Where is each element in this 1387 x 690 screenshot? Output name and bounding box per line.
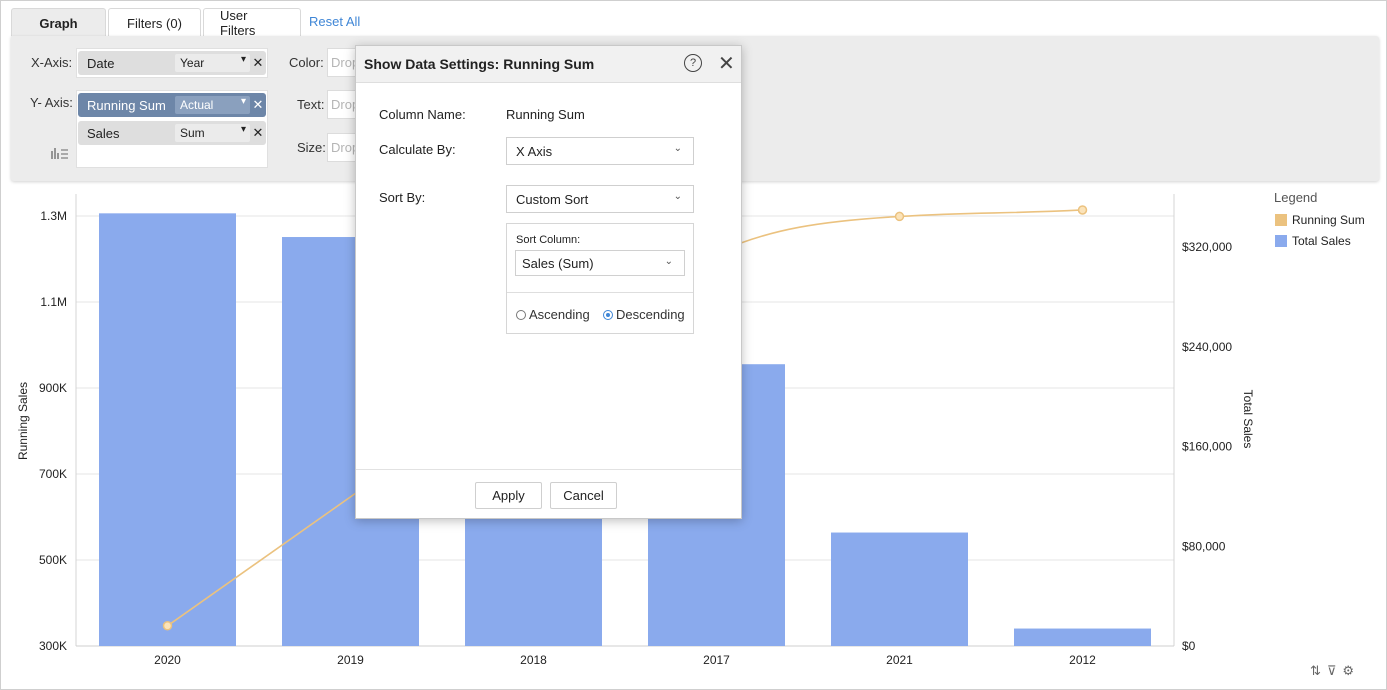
remove-icon[interactable]: ✕ <box>252 125 264 140</box>
dialog-title: Show Data Settings: Running Sum <box>364 56 595 72</box>
y-left-tick-label: 900K <box>39 381 67 395</box>
column-name-label: Column Name: <box>379 107 466 122</box>
x-tick-label: 2018 <box>520 653 547 667</box>
bar-total-sales <box>1014 628 1151 646</box>
custom-sort-panel: Sort Column: Sales (Sum) ⌄ Ascending Des… <box>506 223 694 334</box>
x-tick-label: 2019 <box>337 653 364 667</box>
y-axis-label: Y- Axis: <box>30 95 73 110</box>
tab-filters[interactable]: Filters (0) <box>108 8 201 37</box>
x-pill-agg-value: Year <box>180 56 205 70</box>
chevron-down-icon: ▾ <box>240 54 246 65</box>
color-label: Color: <box>289 55 324 70</box>
descending-radio[interactable]: Descending <box>603 307 685 322</box>
tab-user-filters[interactable]: User Filters <box>203 8 301 38</box>
gear-icon[interactable]: ⚙ <box>1342 663 1355 678</box>
tab-bar: Graph Filters (0) User Filters <box>11 8 303 38</box>
remove-icon[interactable]: ✕ <box>252 55 264 70</box>
sort-column-label: Sort Column: <box>516 234 581 246</box>
y-pill-2-agg-value: Sum <box>180 126 205 140</box>
size-dropzone[interactable]: Drop <box>327 133 357 162</box>
sort-icon[interactable]: ⇅ <box>1310 663 1321 678</box>
bar-total-sales <box>99 213 236 646</box>
remove-icon[interactable]: ✕ <box>252 97 264 112</box>
x-pill-name: Date <box>87 55 115 71</box>
y-left-axis-title: Running Sales <box>16 382 30 460</box>
x-tick-label: 2021 <box>886 653 913 667</box>
close-icon[interactable]: ✕ <box>718 53 735 75</box>
chevron-down-icon: ▾ <box>240 124 246 135</box>
text-dropzone[interactable]: Drop <box>327 90 357 119</box>
chart-type-icon[interactable] <box>50 145 70 161</box>
y-right-tick-label: $160,000 <box>1182 440 1232 454</box>
y-left-tick-label: 500K <box>39 553 67 567</box>
sort-column-value: Sales (Sum) <box>522 256 594 271</box>
line-point-running-sum <box>894 211 905 222</box>
sort-by-select[interactable]: Custom Sort ⌄ <box>506 185 694 213</box>
y-axis-pill-running-sum[interactable]: Running Sum Actual ▾ ✕ <box>78 93 266 117</box>
y-pill-1-agg-value: Actual <box>180 98 214 112</box>
sort-by-value: Custom Sort <box>516 192 589 207</box>
y-right-axis-title: Total Sales <box>1241 390 1255 449</box>
legend-item-total-sales[interactable]: Total Sales <box>1275 234 1351 248</box>
legend-label: Total Sales <box>1292 234 1351 248</box>
apply-button[interactable]: Apply <box>475 482 542 509</box>
legend-item-running-sum[interactable]: Running Sum <box>1275 213 1365 227</box>
legend-label: Running Sum <box>1292 213 1365 227</box>
calculate-by-value: X Axis <box>516 144 553 159</box>
reset-all-link[interactable]: Reset All <box>309 14 361 29</box>
show-data-settings-dialog: Show Data Settings: Running Sum ? ✕ Colu… <box>355 45 742 519</box>
divider <box>507 292 693 293</box>
ascending-radio[interactable]: Ascending <box>516 307 590 322</box>
x-axis-pill[interactable]: Date Year ▾ ✕ <box>78 51 266 75</box>
y-left-tick-label: 300K <box>39 639 67 653</box>
dialog-footer-divider <box>356 469 741 470</box>
y-axis-pill-sales[interactable]: Sales Sum ▾ ✕ <box>78 121 266 145</box>
y-right-tick-label: $80,000 <box>1182 539 1226 553</box>
y-right-tick-label: $240,000 <box>1182 340 1232 354</box>
dialog-header: Show Data Settings: Running Sum ? ✕ <box>356 46 741 83</box>
x-axis-label: X-Axis: <box>31 55 73 70</box>
chevron-down-icon: ⌄ <box>673 191 682 202</box>
y-pill-1-aggregation-select[interactable]: Actual ▾ <box>175 96 250 114</box>
bar-total-sales <box>831 532 968 646</box>
chevron-down-icon: ⌄ <box>673 143 682 154</box>
calculate-by-label: Calculate By: <box>379 142 456 157</box>
tab-graph[interactable]: Graph <box>11 8 106 37</box>
filter-add-icon[interactable]: ⊽ <box>1326 663 1337 678</box>
legend-swatch-bar <box>1275 235 1287 247</box>
chart-toolbar: ⇅ ⊽ ⚙ <box>1310 663 1354 679</box>
legend-title: Legend <box>1274 190 1318 205</box>
cancel-button[interactable]: Cancel <box>550 482 617 509</box>
help-icon[interactable]: ? <box>684 54 702 72</box>
line-point-running-sum <box>162 621 173 631</box>
calculate-by-select[interactable]: X Axis ⌄ <box>506 137 694 165</box>
sort-by-label: Sort By: <box>379 190 426 205</box>
descending-label: Descending <box>616 307 685 322</box>
column-name-value: Running Sum <box>506 107 585 122</box>
chevron-down-icon: ⌄ <box>664 256 673 267</box>
sort-column-select[interactable]: Sales (Sum) ⌄ <box>515 250 685 276</box>
size-label: Size: <box>297 140 326 155</box>
y-right-tick-label: $320,000 <box>1182 240 1232 254</box>
legend-swatch-line <box>1275 214 1287 226</box>
line-point-running-sum <box>1077 205 1088 215</box>
y-left-tick-label: 1.3M <box>40 209 67 223</box>
text-label: Text: <box>297 97 325 112</box>
ascending-label: Ascending <box>529 307 590 322</box>
y-left-tick-label: 700K <box>39 467 67 481</box>
y-right-tick-label: $0 <box>1182 639 1196 653</box>
x-pill-aggregation-select[interactable]: Year ▾ <box>175 54 250 72</box>
x-tick-label: 2020 <box>154 653 181 667</box>
y-pill-2-aggregation-select[interactable]: Sum ▾ <box>175 124 250 142</box>
x-tick-label: 2017 <box>703 653 730 667</box>
chevron-down-icon: ▾ <box>240 96 246 107</box>
radio-button-selected[interactable] <box>603 309 613 320</box>
x-tick-label: 2012 <box>1069 653 1096 667</box>
y-left-tick-label: 1.1M <box>40 295 67 309</box>
y-pill-2-name: Sales <box>87 125 120 141</box>
y-pill-1-name: Running Sum <box>87 97 166 113</box>
radio-button[interactable] <box>516 309 526 320</box>
